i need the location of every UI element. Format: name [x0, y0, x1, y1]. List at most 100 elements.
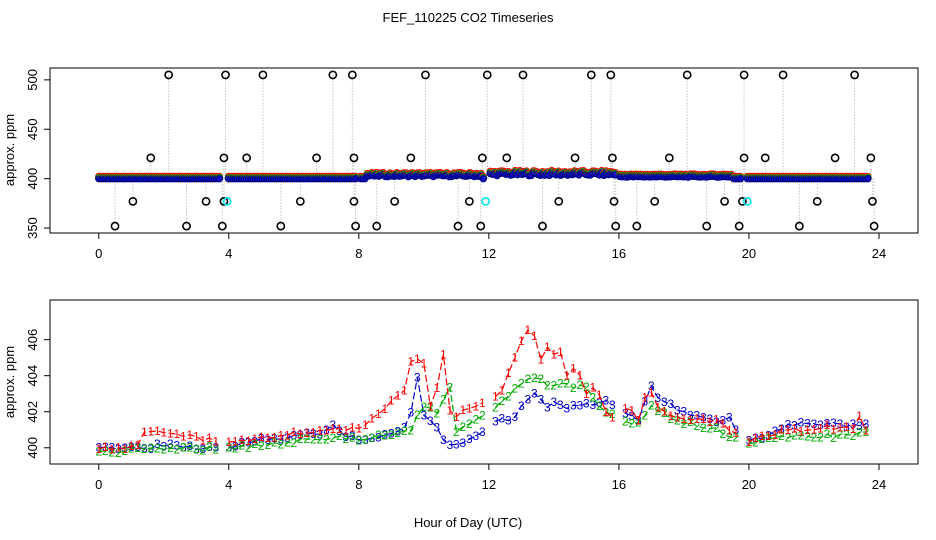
top-raw-excursion-point	[830, 153, 840, 163]
bottom-series-3-point: 3	[609, 398, 616, 412]
bottom-series-3-point: 3	[694, 408, 701, 422]
bottom-series-3-point: 3	[811, 417, 818, 431]
bottom-series-2-point: 2	[765, 431, 772, 445]
bottom-series-1-point: 1	[375, 407, 382, 421]
bottom-series-2-point: 2	[108, 445, 115, 459]
bottom-series-2-point: 2	[713, 421, 720, 435]
bottom-series-1-point: 1	[642, 391, 649, 405]
top-raw-excursion-point	[868, 196, 877, 206]
bottom-series-2-point: 2	[759, 432, 766, 446]
bottom-series-2-point: 2	[700, 421, 707, 435]
top-raw-excursion-point	[312, 153, 321, 163]
bottom-series-3-point: 3	[310, 427, 317, 441]
bottom-series-3-point: 3	[342, 430, 349, 444]
bottom-series-1-point: 1	[95, 442, 102, 456]
top-raw-excursion-point	[219, 196, 229, 206]
top-raw-excursion-point	[482, 70, 492, 80]
bottom-series-1-point: 1	[759, 429, 766, 443]
top-raw-excursion-point	[778, 70, 788, 80]
bottom-series-3-point: 3	[167, 437, 174, 451]
bottom-series-2-point: 2	[310, 432, 317, 446]
bottom-series-3-point: 3	[128, 440, 135, 454]
bottom-series-1-point: 1	[421, 357, 428, 371]
bottom-series-3-point: 3	[733, 423, 740, 437]
bottom-series-2-point: 2	[642, 409, 649, 423]
bottom-series-2-point: 2	[668, 412, 675, 426]
bottom-series-3-point: 3	[245, 435, 252, 449]
top-plot-frame	[49, 67, 919, 234]
bottom-series-3-point: 3	[277, 433, 284, 447]
bottom-series-2-point: 2	[525, 372, 532, 386]
bottom-series-1-point: 1	[212, 434, 219, 448]
bottom-series-2-point: 2	[427, 401, 434, 415]
bottom-series-1-point: 1	[316, 423, 323, 437]
bottom-xtick-label: 8	[355, 477, 362, 492]
top-raw-excursion-point	[570, 153, 580, 163]
bottom-xtick-label: 24	[872, 477, 886, 492]
bottom-series-1-point: 1	[349, 420, 356, 434]
bottom-series-3-point: 3	[804, 417, 811, 431]
bottom-series-1-point: 1	[661, 404, 668, 418]
bottom-series-3-point: 3	[538, 393, 545, 407]
bottom-series-3-point: 3	[173, 439, 180, 453]
bottom-series-2-point: 2	[726, 430, 733, 444]
bottom-series-1-point: 1	[141, 425, 148, 439]
bottom-series-2-point: 2	[349, 431, 356, 445]
top-raw-excursion-point	[164, 70, 174, 80]
top-raw-excursion-point	[869, 221, 879, 231]
top-ylabel: approx. ppm	[2, 114, 17, 186]
bottom-series-2-point: 2	[798, 428, 805, 442]
bottom-series-3-point: 3	[479, 425, 486, 439]
top-raw-excursion-point	[421, 70, 430, 80]
bottom-series-3-point: 3	[147, 442, 154, 456]
bottom-series-3-line	[495, 392, 613, 423]
bottom-series-1-point: 1	[817, 422, 824, 436]
bottom-series-3-point: 3	[544, 400, 551, 414]
bottom-series-3-point: 3	[421, 408, 428, 422]
bottom-series-1-point: 1	[160, 426, 167, 440]
bottom-series-3-point: 3	[258, 431, 265, 445]
bottom-series-2-point: 2	[355, 434, 362, 448]
bottom-series-1-point: 1	[290, 425, 297, 439]
bottom-series-2-point: 2	[648, 399, 655, 413]
bottom-series-1-point: 1	[232, 435, 239, 449]
bottom-series-3-point: 3	[622, 406, 629, 420]
bottom-series-1-point: 1	[102, 440, 109, 454]
bottom-series-2-point: 2	[225, 441, 232, 455]
top-xtick-label: 16	[612, 246, 626, 261]
bottom-xtick-label: 0	[95, 477, 102, 492]
bottom-series-2-point: 2	[551, 379, 558, 393]
bottom-series-1-point: 1	[538, 353, 545, 367]
bottom-series-2-point: 2	[492, 400, 499, 414]
bottom-series-2-point: 2	[434, 406, 441, 420]
bottom-series-3-point: 3	[629, 409, 636, 423]
bottom-series-2-point: 2	[167, 441, 174, 455]
top-raw-excursion-point	[349, 153, 359, 163]
bottom-series-3-point: 3	[648, 379, 655, 393]
top-raw-excursion-point	[464, 196, 474, 206]
top-raw-excursion-point	[453, 221, 463, 231]
bottom-series-3-point: 3	[290, 429, 297, 443]
bottom-series-3-point: 3	[95, 441, 102, 455]
bottom-series-3-point: 3	[720, 414, 727, 428]
bottom-series-1-point: 1	[453, 410, 460, 424]
top-raw-excursion-point	[609, 196, 619, 206]
bottom-series-2-point: 2	[134, 441, 141, 455]
top-xtick-label: 20	[742, 246, 756, 261]
bottom-series-1-point: 1	[863, 423, 870, 437]
bottom-series-1-point: 1	[206, 431, 213, 445]
bottom-series-2-point: 2	[518, 377, 525, 391]
bottom-series-3-point: 3	[447, 438, 454, 452]
bottom-series-1-point: 1	[355, 422, 362, 436]
bottom-series-1-point: 1	[583, 387, 590, 401]
bottom-series-3-point: 3	[499, 412, 506, 426]
top-ytick-label: 400	[25, 168, 40, 190]
bottom-series-2-point: 2	[173, 443, 180, 457]
bottom-series-1-point: 1	[733, 426, 740, 440]
bottom-series-3-point: 3	[414, 370, 421, 384]
bottom-series-2-point: 2	[193, 442, 200, 456]
bottom-series-1-point: 1	[154, 424, 161, 438]
bottom-series-2-point: 2	[271, 436, 278, 450]
